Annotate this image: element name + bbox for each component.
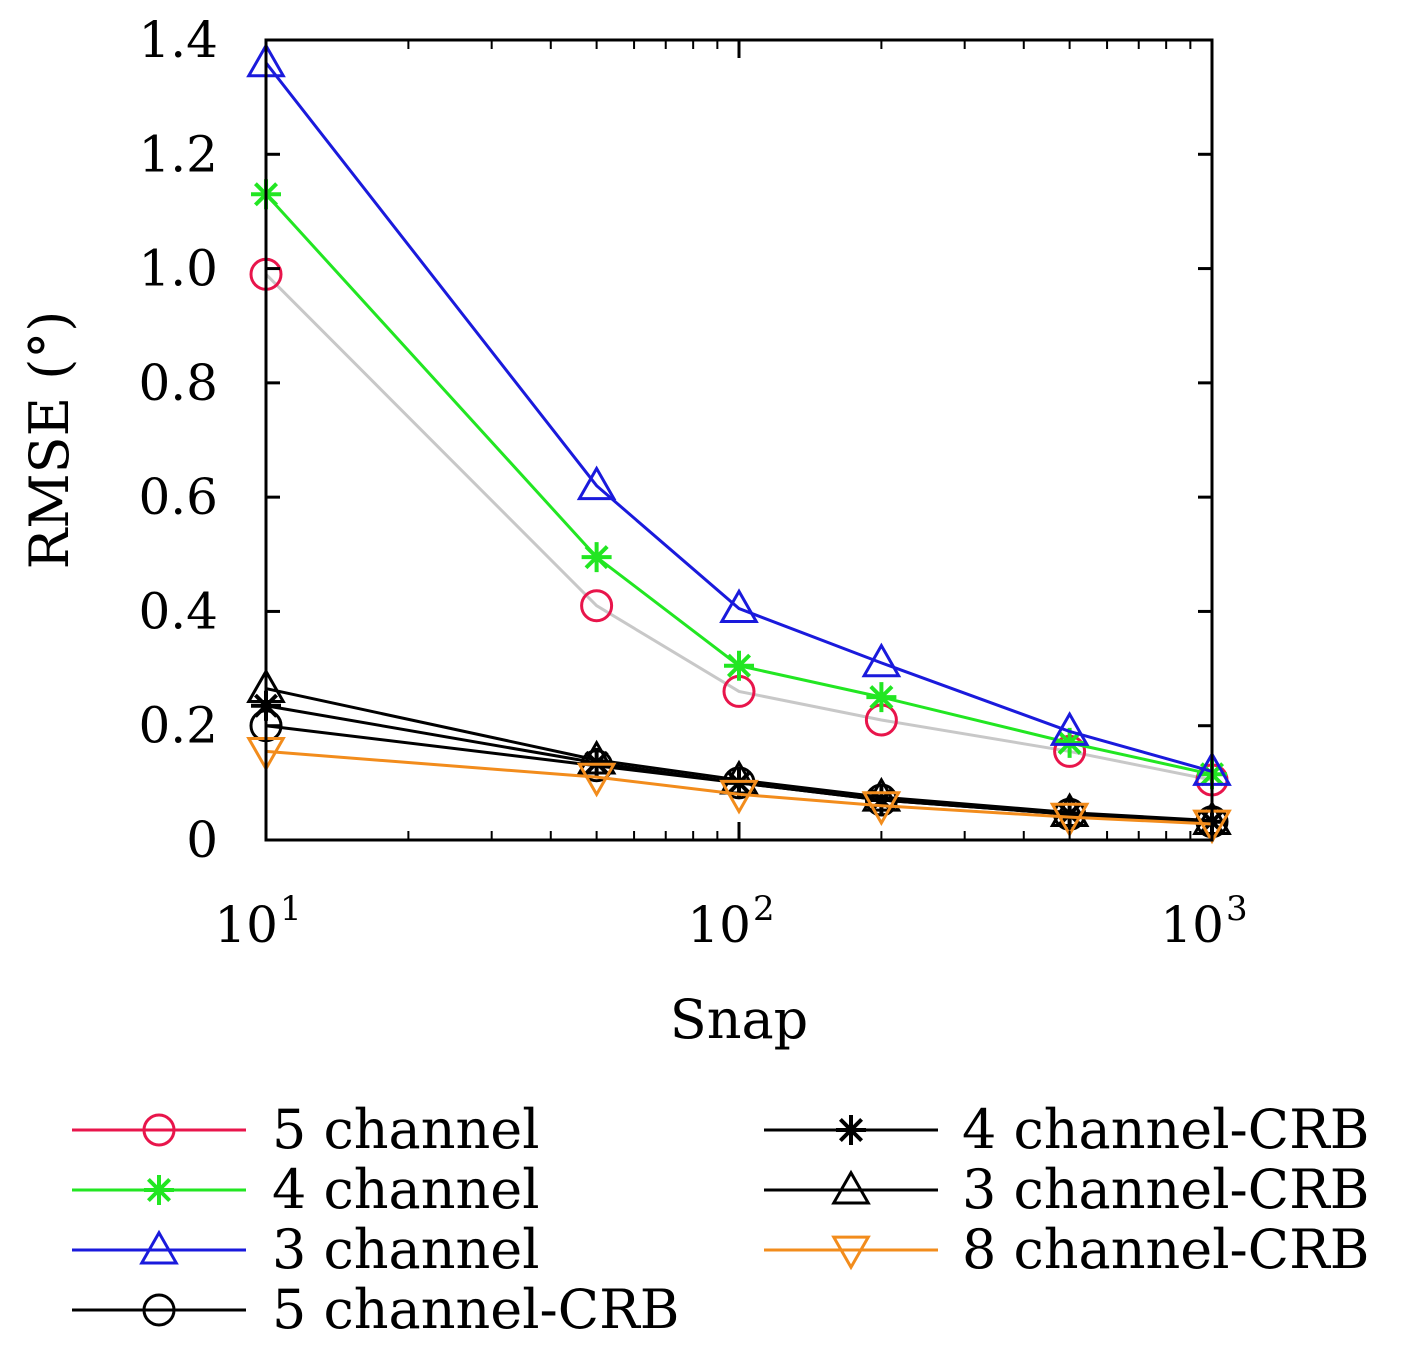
data-point (724, 767, 754, 798)
y-tick-label: 0.4 (138, 582, 218, 640)
legend-item: 3 channel (72, 1218, 540, 1281)
data-point (1049, 711, 1090, 746)
x-axis-title: Snap (670, 988, 809, 1051)
series-line (265, 749, 1213, 826)
legend-item: 4 channel (72, 1158, 540, 1221)
legend-marker (836, 1115, 866, 1145)
data-point (861, 776, 902, 812)
legend-item: 8 channel-CRB (764, 1218, 1369, 1281)
data-point (1054, 727, 1085, 758)
data-point (576, 739, 617, 775)
y-tick-label: 1.0 (138, 240, 218, 298)
y-axis-title: RMSE (°) (18, 311, 81, 570)
legend-marker (831, 1169, 871, 1205)
data-point (724, 650, 754, 681)
data-point (861, 791, 902, 826)
x-tick-exponent: 2 (753, 889, 775, 929)
legend-marker (144, 1175, 174, 1205)
legend-marker (142, 1293, 176, 1327)
data-point (866, 682, 897, 713)
legend-label: 5 channel-CRB (272, 1278, 679, 1341)
series-line (264, 193, 1213, 776)
data-point (576, 465, 617, 501)
legend-item: 5 channel (72, 1098, 540, 1161)
legend-item: 4 channel-CRB (764, 1098, 1369, 1161)
data-point (576, 762, 617, 798)
data-point (1049, 792, 1090, 828)
legend-label: 3 channel (272, 1218, 540, 1281)
x-tick-exponent: 3 (1226, 889, 1248, 929)
series-4-channel (251, 179, 1227, 790)
data-point (866, 785, 897, 815)
legend-label: 4 channel (272, 1158, 540, 1221)
data-point (1054, 799, 1085, 830)
legend-marker (139, 1229, 179, 1265)
x-tick-label: 102 (687, 889, 774, 954)
legend-marker (142, 1113, 176, 1147)
y-tick-label: 0 (186, 811, 218, 869)
y-tick-label: 1.2 (138, 125, 218, 183)
y-tick-label: 1.4 (138, 11, 218, 69)
legend-item: 3 channel-CRB (764, 1158, 1369, 1221)
series-line (264, 273, 1213, 782)
x-tick-label: 101 (214, 889, 301, 954)
data-point (1049, 802, 1090, 838)
legend-item: 5 channel-CRB (72, 1278, 679, 1341)
series-line (265, 704, 1213, 824)
y-tick-label: 0.2 (138, 697, 218, 755)
legend-label: 5 channel (272, 1098, 540, 1161)
data-point (719, 779, 759, 815)
series-line (264, 61, 1213, 773)
series-line (265, 687, 1213, 823)
y-tick-label: 0.8 (138, 354, 218, 412)
plot-area (246, 42, 1232, 845)
legend-marker (831, 1235, 871, 1271)
data-point (861, 642, 902, 678)
legend-label: 3 channel-CRB (962, 1158, 1369, 1221)
data-point (719, 588, 759, 624)
x-tick-label: 103 (1160, 889, 1247, 954)
legend-label: 8 channel-CRB (962, 1218, 1369, 1281)
legend-label: 4 channel-CRB (962, 1098, 1369, 1161)
data-point (581, 542, 612, 573)
y-tick-label: 0.6 (138, 468, 218, 526)
x-tick-exponent: 1 (280, 889, 302, 929)
data-point (580, 589, 614, 623)
series-3-channel (246, 42, 1232, 786)
